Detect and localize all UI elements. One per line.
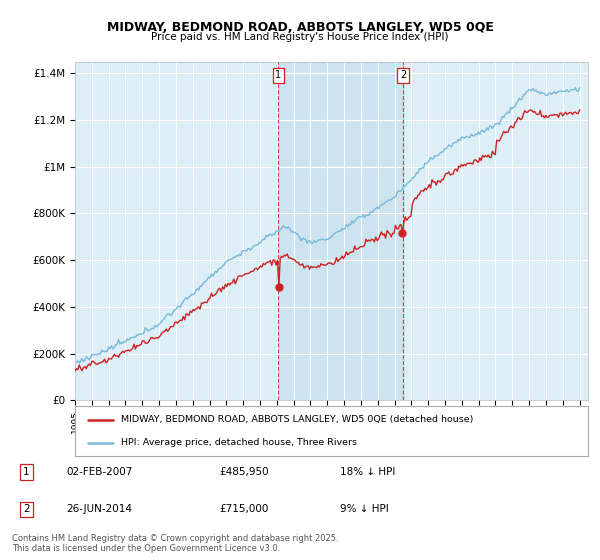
Bar (278, 62, 403, 400)
Text: 1: 1 (275, 70, 281, 80)
Text: £485,950: £485,950 (220, 467, 269, 477)
Text: £715,000: £715,000 (220, 505, 269, 515)
Text: HPI: Average price, detached house, Three Rivers: HPI: Average price, detached house, Thre… (121, 438, 357, 447)
Text: 9% ↓ HPI: 9% ↓ HPI (340, 505, 389, 515)
Text: 2: 2 (400, 70, 406, 80)
Text: 1: 1 (23, 467, 30, 477)
Text: MIDWAY, BEDMOND ROAD, ABBOTS LANGLEY, WD5 0QE: MIDWAY, BEDMOND ROAD, ABBOTS LANGLEY, WD… (107, 21, 493, 34)
Text: 26-JUN-2014: 26-JUN-2014 (67, 505, 133, 515)
Text: 02-FEB-2007: 02-FEB-2007 (67, 467, 133, 477)
Text: Price paid vs. HM Land Registry's House Price Index (HPI): Price paid vs. HM Land Registry's House … (151, 32, 449, 42)
Text: 18% ↓ HPI: 18% ↓ HPI (340, 467, 395, 477)
Text: 2: 2 (23, 505, 30, 515)
Text: Contains HM Land Registry data © Crown copyright and database right 2025.
This d: Contains HM Land Registry data © Crown c… (12, 534, 338, 553)
Text: MIDWAY, BEDMOND ROAD, ABBOTS LANGLEY, WD5 0QE (detached house): MIDWAY, BEDMOND ROAD, ABBOTS LANGLEY, WD… (121, 415, 473, 424)
